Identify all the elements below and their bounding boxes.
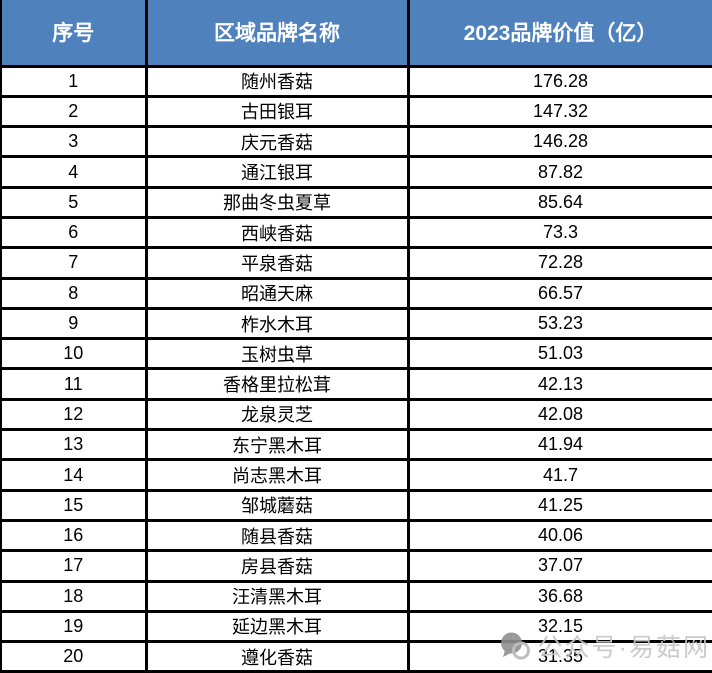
table-row: 8 昭通天麻 66.57 [0, 276, 712, 310]
table-row: 19 延边黑木耳 32.15 [0, 609, 712, 644]
table-header-row: 序号 区域品牌名称 2023品牌价值（亿） [0, 0, 712, 68]
brand-value-cell: 146.28 [406, 125, 712, 159]
table-row: 11 香格里拉松茸 42.13 [0, 367, 712, 401]
rank-cell: 5 [0, 185, 148, 219]
rank-cell: 8 [0, 276, 148, 310]
column-header-1: 区域品牌名称 [144, 0, 410, 68]
table-row: 6 西峡香菇 73.3 [0, 215, 712, 250]
table-row: 5 那曲冬虫夏草 85.64 [0, 185, 712, 219]
brand-value-cell: 42.08 [406, 397, 712, 432]
brand-name-cell: 遵化香菇 [144, 640, 410, 673]
table-row: 4 通江银耳 87.82 [0, 155, 712, 189]
brand-name-cell: 柞水木耳 [144, 306, 410, 341]
table-row: 12 龙泉灵芝 42.08 [0, 397, 712, 432]
brand-value-cell: 41.94 [406, 428, 712, 462]
rank-cell: 16 [0, 518, 148, 553]
table-row: 15 邹城蘑菇 41.25 [0, 488, 712, 522]
table-row: 13 东宁黑木耳 41.94 [0, 428, 712, 462]
brand-name-cell: 那曲冬虫夏草 [144, 185, 410, 219]
brand-name-cell: 随县香菇 [144, 518, 410, 553]
rank-cell: 7 [0, 246, 148, 280]
table-row: 7 平泉香菇 72.28 [0, 246, 712, 280]
table-row: 17 房县香菇 37.07 [0, 549, 712, 583]
brand-value-cell: 85.64 [406, 185, 712, 219]
brand-value-cell: 87.82 [406, 155, 712, 189]
brand-value-cell: 36.68 [406, 579, 712, 613]
table-row: 3 庆元香菇 146.28 [0, 125, 712, 159]
rank-cell: 12 [0, 397, 148, 432]
brand-value-cell: 42.13 [406, 367, 712, 401]
brand-name-cell: 通江银耳 [144, 155, 410, 189]
column-header-0: 序号 [0, 0, 148, 68]
brand-value-cell: 40.06 [406, 518, 712, 553]
rank-cell: 11 [0, 367, 148, 401]
brand-name-cell: 房县香菇 [144, 549, 410, 583]
rank-cell: 17 [0, 549, 148, 583]
table-row: 1 随州香菇 176.28 [0, 64, 712, 98]
rank-cell: 19 [0, 609, 148, 644]
brand-name-cell: 西峡香菇 [144, 215, 410, 250]
table-row: 14 尚志黑木耳 41.7 [0, 458, 712, 492]
brand-name-cell: 香格里拉松茸 [144, 367, 410, 401]
rank-cell: 6 [0, 215, 148, 250]
brand-name-cell: 东宁黑木耳 [144, 428, 410, 462]
table-body: 1 随州香菇 176.28 2 古田银耳 147.32 3 庆元香菇 146.28 4 通江银耳 87… [0, 64, 712, 673]
column-header-2: 2023品牌价值（亿） [406, 0, 712, 68]
rank-cell: 2 [0, 94, 148, 129]
rank-cell: 14 [0, 458, 148, 492]
brand-name-cell: 龙泉灵芝 [144, 397, 410, 432]
brand-name-cell: 玉树虫草 [144, 337, 410, 371]
table-row: 18 汪清黑木耳 36.68 [0, 579, 712, 613]
table-row: 9 柞水木耳 53.23 [0, 306, 712, 341]
brand-name-cell: 汪清黑木耳 [144, 579, 410, 613]
rank-cell: 20 [0, 640, 148, 673]
brand-value-cell: 31.35 [406, 640, 712, 673]
brand-value-cell: 72.28 [406, 246, 712, 280]
rank-cell: 4 [0, 155, 148, 189]
brand-value-cell: 73.3 [406, 215, 712, 250]
brand-name-cell: 尚志黑木耳 [144, 458, 410, 492]
brand-value-cell: 32.15 [406, 609, 712, 644]
rank-cell: 13 [0, 428, 148, 462]
brand-name-cell: 随州香菇 [144, 64, 410, 98]
rank-cell: 1 [0, 64, 148, 98]
brand-name-cell: 邹城蘑菇 [144, 488, 410, 522]
table-row: 20 遵化香菇 31.35 [0, 640, 712, 673]
brand-name-cell: 延边黑木耳 [144, 609, 410, 644]
brand-value-cell: 41.25 [406, 488, 712, 522]
rank-cell: 10 [0, 337, 148, 371]
rank-cell: 9 [0, 306, 148, 341]
brand-value-cell: 147.32 [406, 94, 712, 129]
rank-cell: 18 [0, 579, 148, 613]
brand-value-cell: 51.03 [406, 337, 712, 371]
table-row: 16 随县香菇 40.06 [0, 518, 712, 553]
brand-value-cell: 53.23 [406, 306, 712, 341]
brand-value-cell: 41.7 [406, 458, 712, 492]
brand-name-cell: 古田银耳 [144, 94, 410, 129]
rank-cell: 3 [0, 125, 148, 159]
brand-name-cell: 昭通天麻 [144, 276, 410, 310]
brand-value-cell: 176.28 [406, 64, 712, 98]
rank-cell: 15 [0, 488, 148, 522]
brand-value-cell: 66.57 [406, 276, 712, 310]
table-row: 2 古田银耳 147.32 [0, 94, 712, 129]
brand-name-cell: 庆元香菇 [144, 125, 410, 159]
table-row: 10 玉树虫草 51.03 [0, 337, 712, 371]
brand-value-cell: 37.07 [406, 549, 712, 583]
brand-name-cell: 平泉香菇 [144, 246, 410, 280]
